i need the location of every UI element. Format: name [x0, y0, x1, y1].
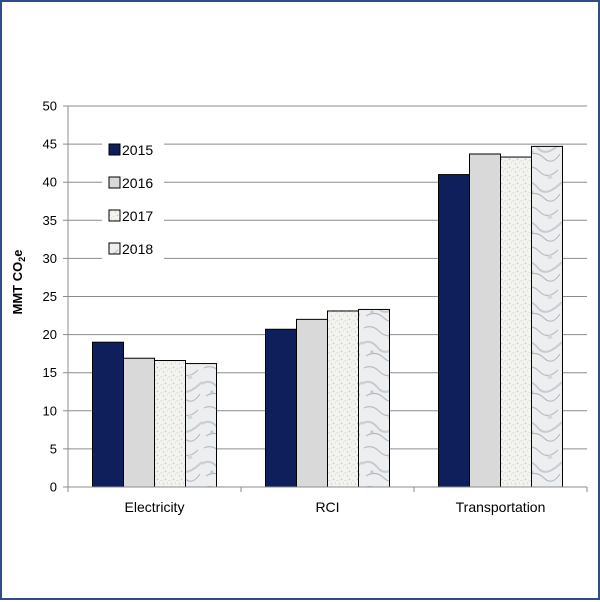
- y-tick-label: 20: [43, 327, 57, 342]
- bar-2016-transportation: [469, 153, 501, 488]
- y-tick-label: 0: [50, 480, 57, 495]
- legend-background: [102, 135, 164, 263]
- bar-2018-electricity: [185, 363, 217, 488]
- bar-2018-transportation: [531, 145, 563, 488]
- legend-swatch-2015: [108, 143, 121, 156]
- bar-2017-transportation: [500, 156, 532, 488]
- axes: 0 5 10 15 20 25 30 35 40 45 50 Electricity RCI Transp…: [43, 99, 588, 515]
- y-tick-label: 15: [43, 365, 57, 380]
- y-tick-label: 35: [43, 213, 57, 228]
- bar-2017-electricity: [154, 360, 186, 488]
- legend-label-2017: 2017: [122, 208, 153, 224]
- bar-2017-rci: [327, 310, 359, 488]
- y-tick-label: 5: [50, 441, 57, 456]
- y-tick-label: 45: [43, 137, 57, 152]
- bar-2015-rci: [265, 328, 297, 488]
- legend-swatch-2016: [108, 176, 121, 189]
- y-tick-label: 25: [43, 289, 57, 304]
- y-tick-label: 50: [43, 99, 57, 114]
- y-tick-label: 10: [43, 403, 57, 418]
- legend-label-2015: 2015: [122, 142, 153, 158]
- bar-2016-electricity: [123, 357, 155, 488]
- legend: 2015 2016 2017 2018: [102, 135, 164, 263]
- bar-2018-rci: [358, 308, 390, 488]
- legend-label-2018: 2018: [122, 241, 153, 257]
- y-tick-label: 40: [43, 175, 57, 190]
- y-tick-label: 30: [43, 251, 57, 266]
- bar-2016-rci: [296, 318, 328, 488]
- legend-label-2016: 2016: [122, 175, 153, 191]
- legend-swatch-2018: [108, 242, 121, 255]
- x-category-label: Electricity: [125, 499, 185, 515]
- x-category-label: RCI: [315, 499, 339, 515]
- legend-swatch-2017: [108, 209, 121, 222]
- bar-2015-electricity: [92, 341, 124, 488]
- y-axis-label: MMT CO2e: [10, 250, 27, 315]
- x-category-label: Transportation: [456, 499, 546, 515]
- bar-2015-transportation: [438, 174, 470, 488]
